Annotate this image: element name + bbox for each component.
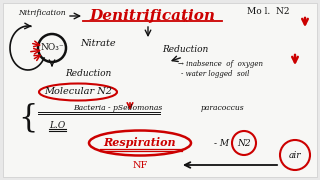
Text: Respiration: Respiration	[104, 136, 176, 147]
Text: Bacteria - pSedomonas: Bacteria - pSedomonas	[73, 104, 163, 112]
Text: x: x	[182, 15, 188, 24]
Text: N2: N2	[237, 138, 251, 147]
Text: - water logged  soil: - water logged soil	[181, 70, 249, 78]
Text: Denitrification: Denitrification	[89, 9, 215, 23]
Text: NF: NF	[132, 161, 148, 170]
Text: Reduction: Reduction	[162, 46, 208, 55]
Text: air: air	[289, 150, 301, 159]
Text: L.O: L.O	[49, 122, 65, 130]
Text: Molecular N2: Molecular N2	[44, 87, 112, 96]
Text: {: {	[18, 102, 38, 134]
Text: → inabsence  of  oxygen: → inabsence of oxygen	[178, 60, 262, 68]
Text: - M: - M	[214, 138, 229, 147]
Text: NO₃⁻: NO₃⁻	[40, 44, 64, 53]
Text: Mo l.  N2: Mo l. N2	[247, 8, 289, 17]
Text: paracoccus: paracoccus	[200, 104, 244, 112]
Text: Reduction: Reduction	[65, 69, 111, 78]
Text: Nitrification: Nitrification	[18, 9, 66, 17]
Text: Nitrate: Nitrate	[80, 39, 116, 48]
